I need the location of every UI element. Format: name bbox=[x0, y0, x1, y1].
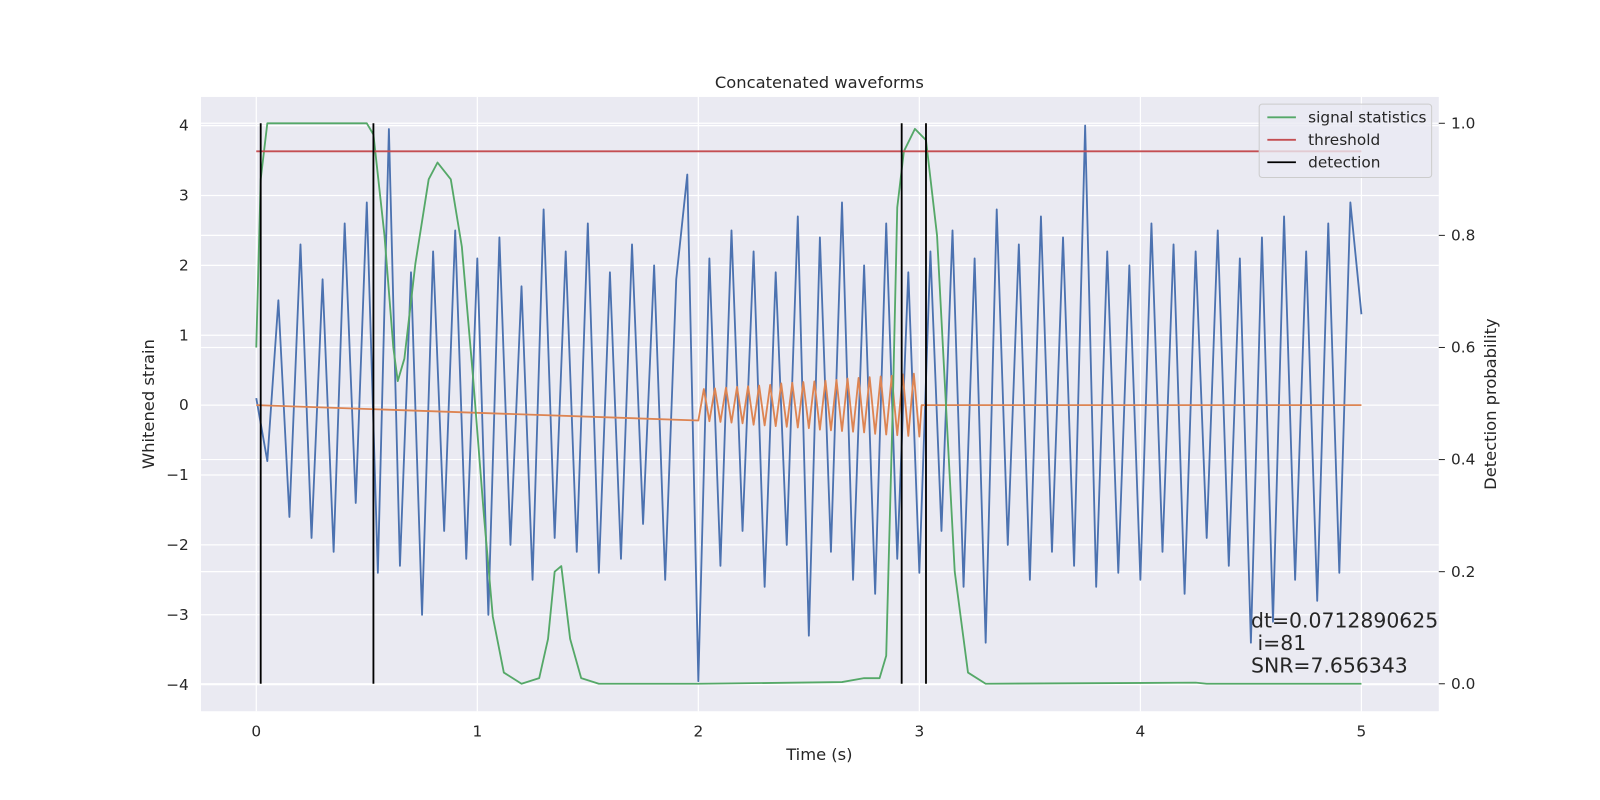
legend-label: detection bbox=[1308, 153, 1380, 171]
y-tick-label: −4 bbox=[166, 676, 189, 694]
y-tick-label: 2 bbox=[179, 256, 189, 274]
y-tick-label: −1 bbox=[166, 466, 189, 484]
axes: 0 1 2 3 4 5 −4 −3 −2 −1 0 1 2 3 4 0.0 0.2 0.4 0.6 0.8 1.0 bbox=[166, 114, 1475, 740]
legend-label: signal statistics bbox=[1308, 108, 1426, 126]
y-tick-label: −2 bbox=[166, 536, 189, 554]
x-tick-label: 5 bbox=[1357, 723, 1367, 741]
x-tick-label: 4 bbox=[1136, 723, 1146, 741]
marks bbox=[255, 122, 1363, 685]
y-tick-label: 4 bbox=[179, 117, 189, 135]
annotation: i=81 bbox=[1251, 631, 1306, 655]
y-tick-label: 3 bbox=[179, 187, 189, 205]
y2-tick-label: 1.0 bbox=[1451, 114, 1475, 132]
y-tick-label: −3 bbox=[166, 606, 189, 624]
y2-tick-label: 0.0 bbox=[1451, 675, 1475, 693]
y2-tick-label: 0.2 bbox=[1451, 563, 1475, 581]
annotation: dt=0.0712890625 bbox=[1251, 609, 1438, 633]
legend-box bbox=[1258, 103, 1433, 179]
chart-title: Concatenated waveforms bbox=[715, 73, 924, 92]
y2-tick-label: 0.6 bbox=[1451, 339, 1475, 357]
x-tick-label: 0 bbox=[251, 723, 261, 741]
y2-tick-label: 0.4 bbox=[1451, 451, 1475, 469]
plot-area bbox=[201, 96, 1439, 712]
y-tick-label: 1 bbox=[179, 326, 189, 344]
legend-label: threshold bbox=[1308, 131, 1380, 149]
x-axis-label: Time (s) bbox=[785, 745, 852, 764]
y2-axis-label: Detection probability bbox=[1481, 318, 1500, 490]
legend: signal statistics threshold detection bbox=[1258, 103, 1433, 179]
y-tick-label: 0 bbox=[179, 396, 189, 414]
series-line bbox=[255, 122, 1362, 685]
series-line bbox=[255, 124, 1363, 683]
x-tick-label: 2 bbox=[693, 723, 703, 741]
y2-tick-label: 0.8 bbox=[1451, 226, 1475, 244]
x-tick-label: 3 bbox=[914, 723, 924, 741]
series-line bbox=[256, 372, 1362, 438]
y-axis-label: Whitened strain bbox=[139, 339, 158, 469]
x-tick-label: 1 bbox=[472, 723, 482, 741]
annotation: SNR=7.656343 bbox=[1251, 653, 1408, 677]
